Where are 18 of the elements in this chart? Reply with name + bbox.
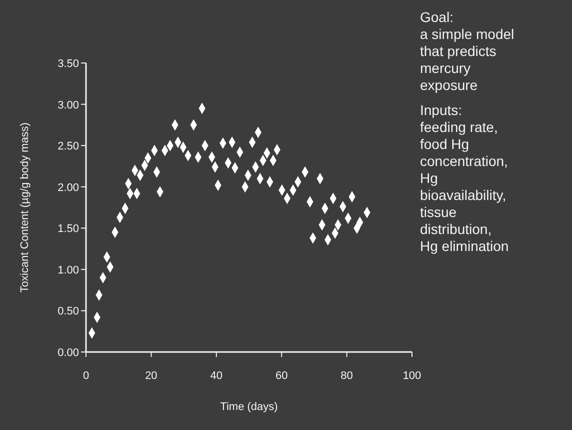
x-axis-title: Time (days) <box>220 401 278 413</box>
y-tick-label: 0.50 <box>58 306 79 318</box>
x-tick-label: 20 <box>145 370 158 382</box>
text: Goal: a simple model that predicts mercury exposure <box>420 9 514 93</box>
y-tick-label: 1.50 <box>58 223 79 236</box>
y-tick-label: 0.00 <box>58 347 79 359</box>
x-tick-label: 40 <box>210 370 223 382</box>
text: Inputs: feeding rate, food Hg concentration, Hg bioavailability, tissue distribution, Hg elimination <box>420 102 509 254</box>
y-tick-label: 2.00 <box>58 182 79 194</box>
x-tick-label: 80 <box>340 370 353 382</box>
y-tick-label: 3.50 <box>58 58 79 70</box>
y-tick-label: 1.00 <box>58 264 79 276</box>
x-tick-label: 60 <box>275 370 288 382</box>
y-tick-label: 2.50 <box>58 140 79 153</box>
y-axis-title: Toxicant Content (µg/g body mass) <box>19 122 31 293</box>
x-tick-label: 0 <box>82 370 90 382</box>
y-tick-label: 3.00 <box>58 99 79 112</box>
x-tick-label: 100 <box>402 370 422 382</box>
